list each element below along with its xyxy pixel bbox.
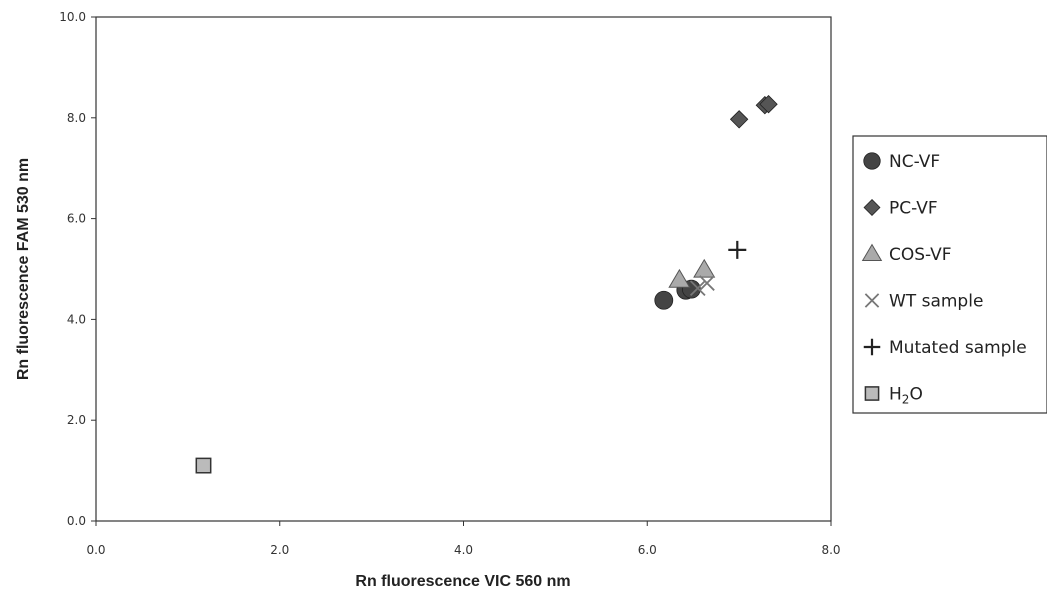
x-tick-label: 4.0 <box>454 543 473 557</box>
wt-sample-point <box>689 280 706 296</box>
x-axis: 0.0 2.0 4.0 6.0 8.0 <box>86 521 841 557</box>
legend-label: H2O <box>889 385 923 407</box>
y-tick-label: 6.0 <box>67 212 86 226</box>
y-tick-label: 2.0 <box>67 413 86 427</box>
x-tick-label: 8.0 <box>821 543 840 557</box>
h2o-point <box>195 457 212 474</box>
legend-label: PC-VF <box>889 199 938 219</box>
cos-vf-point <box>693 258 716 278</box>
legend-item-h2o: H2O <box>864 385 923 407</box>
y-tick-label: 10.0 <box>59 10 86 24</box>
nc-vf-legend-marker <box>863 152 881 170</box>
x-tick-label: 6.0 <box>638 543 657 557</box>
legend-item-nc-vf: NC-VF <box>863 152 940 172</box>
wt-sample-legend-marker <box>864 293 880 308</box>
mutated-sample-point <box>728 240 747 259</box>
cos-vf-point <box>668 268 691 288</box>
legend-item-cos-vf: COS-VF <box>861 243 952 265</box>
pc-vf-legend-marker <box>863 199 881 216</box>
y-axis: 0.0 2.0 4.0 6.0 8.0 10.0 <box>59 10 96 528</box>
legend-box <box>852 135 1047 414</box>
data-points <box>195 94 778 474</box>
y-axis-title: Rn fluorescence FAM 530 nm <box>15 158 32 380</box>
legend-label: NC-VF <box>889 152 940 172</box>
x-tick-label: 0.0 <box>86 543 105 557</box>
y-tick-label: 0.0 <box>67 514 86 528</box>
plot-area <box>95 16 832 522</box>
cos-vf-legend-marker <box>861 243 883 262</box>
y-tick-label: 4.0 <box>67 312 86 326</box>
legend-item-mutated-sample: Mutated sample <box>863 338 1027 358</box>
legend-label: Mutated sample <box>889 338 1027 358</box>
legend-item-pc-vf: PC-VF <box>863 199 938 219</box>
legend-item-wt-sample: WT sample <box>864 292 983 312</box>
pc-vf-point <box>759 94 778 114</box>
y-tick-label: 8.0 <box>67 111 86 125</box>
legend-label: WT sample <box>889 292 983 312</box>
x-tick-label: 2.0 <box>270 543 289 557</box>
x-axis-title: Rn fluorescence VIC 560 nm <box>355 573 570 590</box>
wt-sample-point <box>699 275 715 291</box>
h2o-legend-marker <box>864 386 880 401</box>
mutated-sample-legend-marker <box>863 338 881 356</box>
nc-vf-point <box>654 290 674 310</box>
pc-vf-point <box>729 110 749 129</box>
legend-label: COS-VF <box>889 245 952 265</box>
legend: NC-VF PC-VF COS-VF WT sample Mutated sample H… <box>852 135 1047 414</box>
